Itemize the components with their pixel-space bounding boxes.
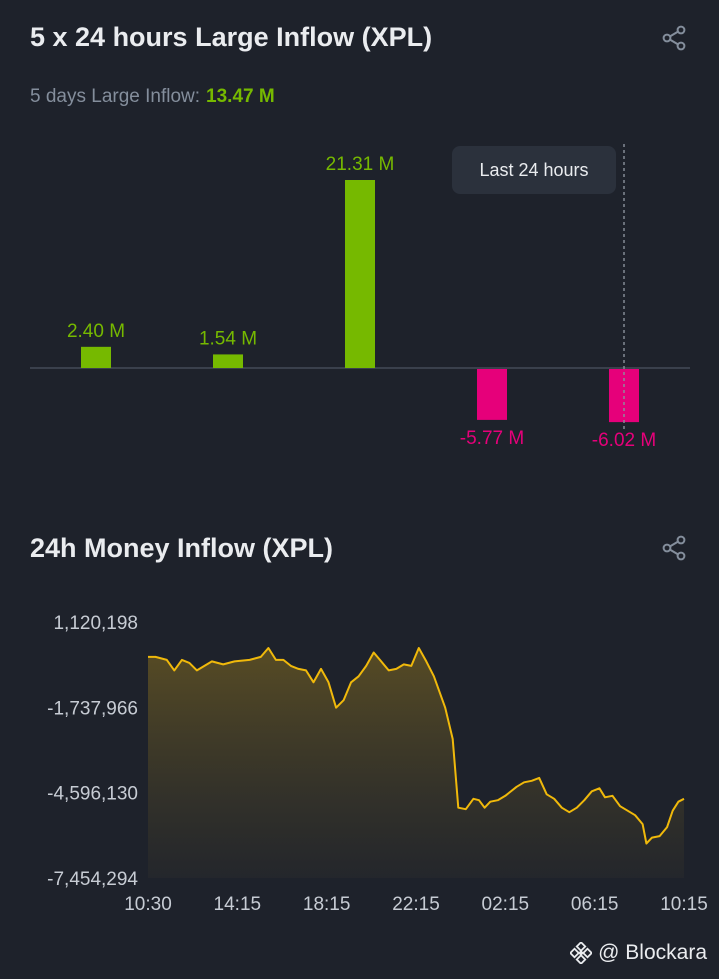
large-inflow-summary: 5 days Large Inflow: 13.47 M xyxy=(30,86,275,108)
bar-label-5: -6.02 M xyxy=(592,430,656,451)
x-tick-label-7: 10:15 xyxy=(660,894,708,915)
bar-5 xyxy=(609,369,639,423)
panel1-title: 5 x 24 hours Large Inflow (XPL) xyxy=(30,22,433,52)
share-icon-glyph xyxy=(662,535,686,561)
x-tick-label-1: 10:30 xyxy=(124,894,172,915)
y-tick-label-4: -7,454,294 xyxy=(47,869,138,890)
summary-value: 13.47 M xyxy=(206,86,275,107)
money-inflow-area-chart: 1,120,198 -1,737,966 -4,596,130 -7,454,294 1… xyxy=(47,613,708,915)
bar-1 xyxy=(81,346,111,368)
share-icon[interactable] xyxy=(660,534,688,562)
share-icon[interactable] xyxy=(660,24,688,52)
bar-4 xyxy=(477,369,507,420)
y-tick-label-3: -4,596,130 xyxy=(47,784,138,805)
bar-label-1: 2.40 M xyxy=(67,321,125,342)
x-tick-label-5: 02:15 xyxy=(482,894,530,915)
last-24h-tooltip: Last 24 hours xyxy=(452,146,616,194)
x-tick-label-3: 18:15 xyxy=(303,894,351,915)
money-inflow-area xyxy=(148,648,684,878)
bar-label-2: 1.54 M xyxy=(199,328,257,349)
watermark-text: @ Blockara xyxy=(598,941,707,964)
x-tick-label-2: 14:15 xyxy=(214,894,262,915)
watermark: @ Blockara xyxy=(570,941,707,965)
y-tick-label-2: -1,737,966 xyxy=(47,698,138,719)
large-inflow-bar-chart: 2.40 M 1.54 M 21.31 M -5.77 M -6.02 M xyxy=(30,144,690,451)
share-icon-glyph xyxy=(662,25,686,51)
x-tick-label-6: 06:15 xyxy=(571,894,619,915)
bar-2 xyxy=(213,354,243,368)
summary-label: 5 days Large Inflow: xyxy=(30,86,201,107)
bar-label-3: 21.31 M xyxy=(326,154,395,175)
binance-logo-icon xyxy=(570,942,593,964)
y-tick-label-1: 1,120,198 xyxy=(53,613,138,634)
panel2-title: 24h Money Inflow (XPL) xyxy=(30,533,334,563)
bar-label-4: -5.77 M xyxy=(460,428,524,449)
bar-3 xyxy=(345,180,375,368)
x-tick-label-4: 22:15 xyxy=(392,894,440,915)
money-inflow-line xyxy=(148,647,685,845)
